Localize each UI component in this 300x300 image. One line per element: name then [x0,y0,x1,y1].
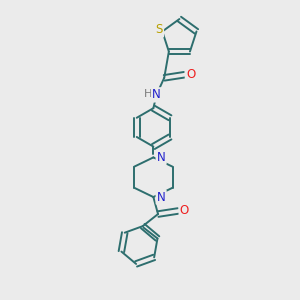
Text: O: O [180,205,189,218]
Text: H: H [144,89,152,99]
Text: N: N [152,88,161,101]
Text: S: S [156,23,163,36]
Text: O: O [186,68,195,81]
Text: N: N [157,151,166,164]
Text: N: N [157,190,166,203]
